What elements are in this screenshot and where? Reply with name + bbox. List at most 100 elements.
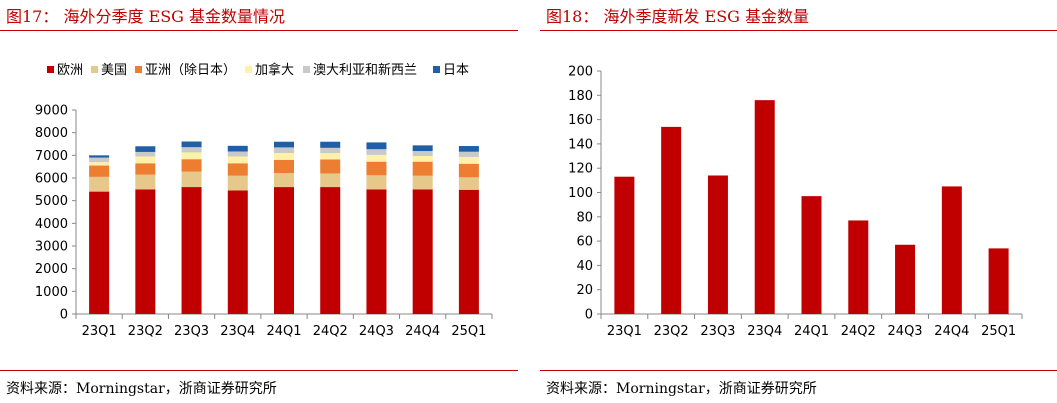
chart17-y-tick-label: 8000 <box>35 126 68 141</box>
chart18-y-tick-label: 100 <box>568 186 593 201</box>
chart17-x-tick-label: 24Q2 <box>313 324 348 339</box>
stacked-bar-segment <box>135 189 156 314</box>
chart18-x-tick-label: 23Q1 <box>607 324 642 339</box>
stacked-bar-segment <box>89 165 110 177</box>
stacked-bar-segment <box>274 159 294 174</box>
bar <box>895 244 916 314</box>
chart17-x-tick-label: 23Q4 <box>220 324 255 339</box>
stacked-bar-segment <box>89 176 110 192</box>
legend-swatch <box>303 66 310 73</box>
stacked-bar-segment <box>89 157 110 163</box>
chart17-x-tick-label: 23Q3 <box>174 324 209 339</box>
legend-label: 亚洲（除日本） <box>145 63 236 78</box>
stacked-bar-segment <box>458 151 479 157</box>
chart18-y-tick-label: 180 <box>568 89 593 104</box>
figure-18-top-rule <box>540 30 1057 31</box>
legend-swatch <box>433 66 440 73</box>
stacked-bar-segment <box>366 154 387 162</box>
chart17-x-tick-label: 24Q1 <box>266 324 301 339</box>
stacked-bar-segment <box>412 161 433 176</box>
legend-swatch <box>91 66 98 73</box>
stacked-bar-segment <box>135 163 156 175</box>
stacked-bar-segment <box>181 171 202 188</box>
stacked-bar-segment <box>366 189 387 314</box>
bar <box>707 175 728 314</box>
stacked-bar-segment <box>135 156 156 164</box>
stacked-bar-segment <box>458 146 479 152</box>
bar <box>614 176 635 314</box>
chart18-x-tick-label: 23Q3 <box>700 324 735 339</box>
stacked-bar-segment <box>366 175 387 190</box>
bar <box>988 248 1009 314</box>
stacked-bar-segment <box>320 159 341 174</box>
chart18-x-tick-label: 23Q4 <box>747 324 782 339</box>
chart17-y-tick-label: 1000 <box>35 285 68 300</box>
stacked-bar-segment <box>181 141 202 148</box>
bar <box>661 126 682 314</box>
figure-18-bottom-rule <box>540 370 1057 371</box>
legend-label: 日本 <box>443 63 469 78</box>
bar <box>941 186 962 314</box>
stacked-bar-segment <box>458 163 479 178</box>
legend-label: 澳大利亚和新西兰 <box>313 62 417 78</box>
stacked-bar-segment <box>181 187 202 314</box>
chart18-x-tick-label: 23Q2 <box>654 324 689 339</box>
stacked-bar-segment <box>366 149 387 155</box>
chart17-y-tick-label: 6000 <box>35 172 68 187</box>
chart18-y-tick-label: 160 <box>568 113 593 128</box>
stacked-bar-segment <box>458 156 479 164</box>
chart18-x-tick-label: 25Q1 <box>981 324 1016 339</box>
chart17-y-tick-label: 7000 <box>35 149 68 164</box>
chart18-y-tick-label: 40 <box>576 259 593 274</box>
stacked-bar-segment <box>412 156 433 162</box>
stacked-bar-segment <box>89 191 110 314</box>
legend-swatch <box>135 66 142 73</box>
stacked-bar-segment <box>366 161 387 176</box>
chart18-x-tick-label: 24Q2 <box>841 324 876 339</box>
chart17-x-tick-label: 24Q3 <box>359 324 394 339</box>
chart18-y-tick-label: 200 <box>568 65 593 80</box>
figure-18-title: 图18： 海外季度新发 ESG 基金数量 <box>546 7 810 26</box>
stacked-bar-segment <box>227 151 248 157</box>
stacked-bar-segment <box>274 153 294 160</box>
stacked-bar-segment <box>135 146 156 152</box>
legend-label: 欧洲 <box>57 63 83 78</box>
stacked-bar-segment <box>274 173 294 188</box>
chart18-x-tick-label: 24Q3 <box>888 324 923 339</box>
stacked-bar-segment <box>227 163 248 176</box>
stacked-bar-segment <box>320 187 341 314</box>
stacked-bar-segment <box>181 159 202 172</box>
stacked-bar-segment <box>458 177 479 190</box>
stacked-bar-segment <box>135 174 156 190</box>
stacked-bar-segment <box>274 147 294 154</box>
legend-swatch <box>245 66 252 73</box>
stacked-bar-segment <box>274 187 294 314</box>
stacked-bar-segment <box>320 153 341 160</box>
stacked-bar-segment <box>227 145 248 152</box>
bar-chart: 0 20 40 60 80 100 120 140 160 180 200 23Q1 23Q2 23Q3 2… <box>568 65 1023 339</box>
stacked-bar-segment <box>135 151 156 157</box>
stacked-bar-segment <box>227 190 248 314</box>
figure-17-title: 图17： 海外分季度 ESG 基金数量情况 <box>6 7 286 26</box>
stacked-bar-segment <box>89 162 110 166</box>
figure-17-top-rule <box>0 30 518 31</box>
legend-label: 美国 <box>101 63 127 78</box>
chart18-y-tick-label: 20 <box>576 283 593 298</box>
stacked-bar-segment <box>412 175 433 190</box>
stacked-bar-segment <box>227 175 248 191</box>
chart17-x-tick-label: 25Q1 <box>451 324 486 339</box>
chart17-y-tick-label: 0 <box>60 308 68 323</box>
bar <box>754 100 775 314</box>
chart18-x-tick-label: 24Q1 <box>794 324 829 339</box>
legend-swatch <box>47 66 54 73</box>
stacked-bar-segment <box>181 147 202 153</box>
chart18-y-tick-label: 140 <box>568 137 593 152</box>
chart17-x-tick-label: 23Q1 <box>82 324 117 339</box>
stacked-bar-segment <box>366 142 387 150</box>
figure-18-source: 资料来源：Morningstar，浙商证券研究所 <box>546 381 817 397</box>
stacked-bar-segment <box>458 189 479 314</box>
chart17-x-tick-label: 23Q2 <box>128 324 163 339</box>
stacked-bar-segment <box>89 155 110 158</box>
stacked-bar-segment <box>320 141 341 148</box>
stacked-bar-segment <box>320 173 341 188</box>
